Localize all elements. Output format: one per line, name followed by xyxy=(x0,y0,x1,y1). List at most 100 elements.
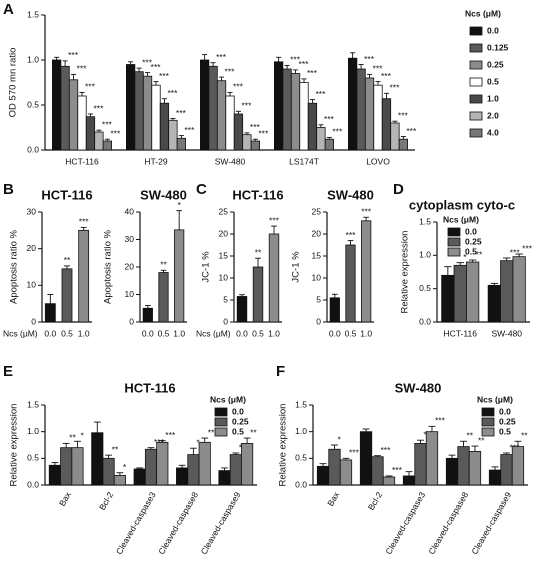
significance-label: ** xyxy=(160,260,167,270)
error-bar xyxy=(116,472,124,476)
bar xyxy=(425,431,439,486)
bar xyxy=(216,80,227,151)
error-bar xyxy=(332,293,338,298)
error-bar xyxy=(514,440,522,447)
y-tick-label: 10 xyxy=(312,272,322,282)
y-tick-label: 10 xyxy=(125,289,135,299)
bar xyxy=(316,465,330,486)
bar xyxy=(174,229,185,323)
y-tick-label: 1.5 xyxy=(295,399,307,409)
bar xyxy=(364,77,375,151)
legend-title: Ncs (μM) xyxy=(443,214,479,224)
significance-label: *** xyxy=(241,101,252,111)
legend-label: 0.25 xyxy=(465,236,482,246)
error-bar xyxy=(161,98,167,104)
panel-letter: D xyxy=(393,181,404,198)
bar xyxy=(361,220,372,323)
y-axis-label: Apoptosis ratio % xyxy=(9,229,20,303)
significance-label: *** xyxy=(381,445,392,455)
error-bar xyxy=(71,73,77,80)
x-tick-label: LS174T xyxy=(289,156,319,166)
significance-label: *** xyxy=(184,125,195,135)
panel-letter: E xyxy=(3,363,13,380)
error-bar xyxy=(232,452,240,455)
y-tick-label: 10 xyxy=(27,280,37,290)
chart-title: SW-480 xyxy=(327,187,374,202)
bar xyxy=(359,431,373,486)
bar xyxy=(390,122,400,151)
legend-swatch xyxy=(447,227,461,237)
bar xyxy=(77,95,87,151)
legend-label: 0.0 xyxy=(465,226,477,236)
significance-label: * xyxy=(338,434,342,444)
y-tick-label: 25 xyxy=(312,206,322,216)
significance-label: *** xyxy=(79,217,90,227)
significance-label: *** xyxy=(176,108,187,118)
legend-label: 0.0 xyxy=(487,25,499,35)
bar xyxy=(371,456,384,486)
y-tick-label: 1.0 xyxy=(419,250,431,260)
bar xyxy=(339,459,353,486)
error-bar xyxy=(326,136,332,140)
error-bar xyxy=(80,226,87,231)
legend-swatch xyxy=(447,237,461,247)
bar xyxy=(102,140,113,151)
y-axis-label: JC-1 % xyxy=(291,251,302,283)
legend-swatch xyxy=(469,128,483,138)
error-bar xyxy=(178,135,184,139)
legend-swatch xyxy=(447,247,461,257)
bar xyxy=(402,475,416,486)
y-axis-label: JC-1 % xyxy=(201,251,212,283)
chart-title: SW-480 xyxy=(395,380,442,395)
bar xyxy=(144,448,158,486)
legend-label: 0.5 xyxy=(232,426,244,436)
error-bar xyxy=(96,129,102,132)
bar xyxy=(68,79,79,151)
error-bar xyxy=(227,91,233,96)
legend-label: 1.0 xyxy=(487,93,499,103)
y-axis-label: Relative expression xyxy=(278,404,289,487)
error-bar xyxy=(255,257,261,267)
bar xyxy=(290,73,301,151)
bar xyxy=(187,454,200,486)
significance-label: ** xyxy=(467,431,474,441)
bar xyxy=(328,448,341,486)
bar xyxy=(268,233,280,323)
error-bar xyxy=(284,64,290,69)
bar xyxy=(488,469,502,486)
legend-title: Ncs (μM) xyxy=(465,8,501,18)
error-bar xyxy=(176,210,182,230)
x-tick-label: 0.0 xyxy=(142,328,154,338)
significance-label: *** xyxy=(110,128,121,138)
bar xyxy=(329,297,340,323)
significance-label: ** xyxy=(250,427,257,437)
significance-label: *** xyxy=(332,127,343,137)
significance-label: * xyxy=(81,431,85,441)
error-bar xyxy=(362,428,370,432)
legend-label: 0.25 xyxy=(499,416,516,426)
legend-swatch xyxy=(469,111,483,121)
y-axis-label: Relative expression xyxy=(400,231,411,314)
error-bar xyxy=(358,64,364,69)
bar xyxy=(91,432,104,486)
significance-label: * xyxy=(178,200,182,210)
bar xyxy=(373,84,383,151)
error-bar xyxy=(147,447,155,450)
x-tick-label: HCT-116 xyxy=(444,328,478,338)
y-tick-label: 20 xyxy=(125,261,135,271)
error-bar xyxy=(491,466,499,471)
x-axis-label: Ncs (μM) xyxy=(3,328,38,338)
x-tick-label: 0.5 xyxy=(252,328,264,338)
y-tick-label: 0.5 xyxy=(27,453,39,463)
significance-label: *** xyxy=(77,64,88,74)
significance-label: ** xyxy=(64,255,71,265)
y-tick-label: 1.5 xyxy=(27,399,39,409)
significance-label: *** xyxy=(349,448,360,458)
bar xyxy=(468,450,482,486)
y-tick-label: 0.0 xyxy=(295,479,307,489)
error-bar xyxy=(383,92,389,99)
y-tick-label: 5 xyxy=(316,294,321,304)
bar xyxy=(225,95,235,151)
bar xyxy=(347,57,358,151)
x-tick-label: Bax xyxy=(325,489,341,507)
